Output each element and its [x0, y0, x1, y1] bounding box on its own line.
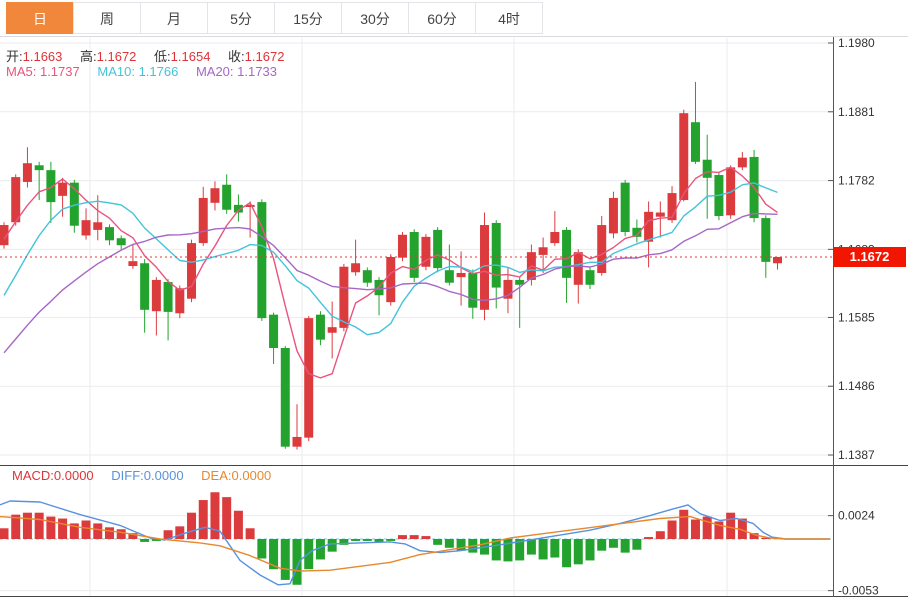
tab-15min[interactable]: 15分: [274, 2, 342, 34]
chart-canvas[interactable]: 1.19801.18811.17821.16831.15851.14861.13…: [0, 37, 908, 600]
tab-30min[interactable]: 30分: [341, 2, 409, 34]
period-tab-bar: 日 周 月 5分 15分 30分 60分 4时: [0, 0, 908, 37]
ma5-line: [3, 166, 778, 379]
candlestick-layer: [0, 81, 783, 450]
macd-histogram-layer: [0, 492, 783, 585]
axis-tick-label: 1.1782: [838, 174, 875, 188]
axis-layer: 1.19801.18811.17821.16831.15851.14861.13…: [0, 37, 908, 598]
axis-tick-label: 1.1980: [838, 37, 875, 50]
tab-day[interactable]: 日: [6, 2, 74, 34]
axis-tick-label: 0.0024: [838, 509, 875, 523]
axis-tick-label: 1.1387: [838, 448, 875, 462]
axis-tick-label: 1.1486: [838, 379, 875, 393]
tab-month[interactable]: 月: [140, 2, 208, 34]
ma-lines-layer: [3, 166, 778, 379]
tab-5min[interactable]: 5分: [207, 2, 275, 34]
current-price-tag: 1.1672: [833, 247, 906, 267]
tab-60min[interactable]: 60分: [408, 2, 476, 34]
grid-layer: [0, 38, 833, 596]
axis-tick-label: -0.0053: [838, 584, 879, 598]
tab-4hour[interactable]: 4时: [475, 2, 543, 34]
dea-line: [0, 515, 830, 572]
diff-line: [0, 500, 830, 586]
axis-tick-label: 1.1585: [838, 310, 875, 324]
axis-tick-label: 1.1881: [838, 105, 875, 119]
ma10-line: [3, 182, 778, 336]
ma20-line: [3, 212, 778, 354]
tab-week[interactable]: 周: [73, 2, 141, 34]
